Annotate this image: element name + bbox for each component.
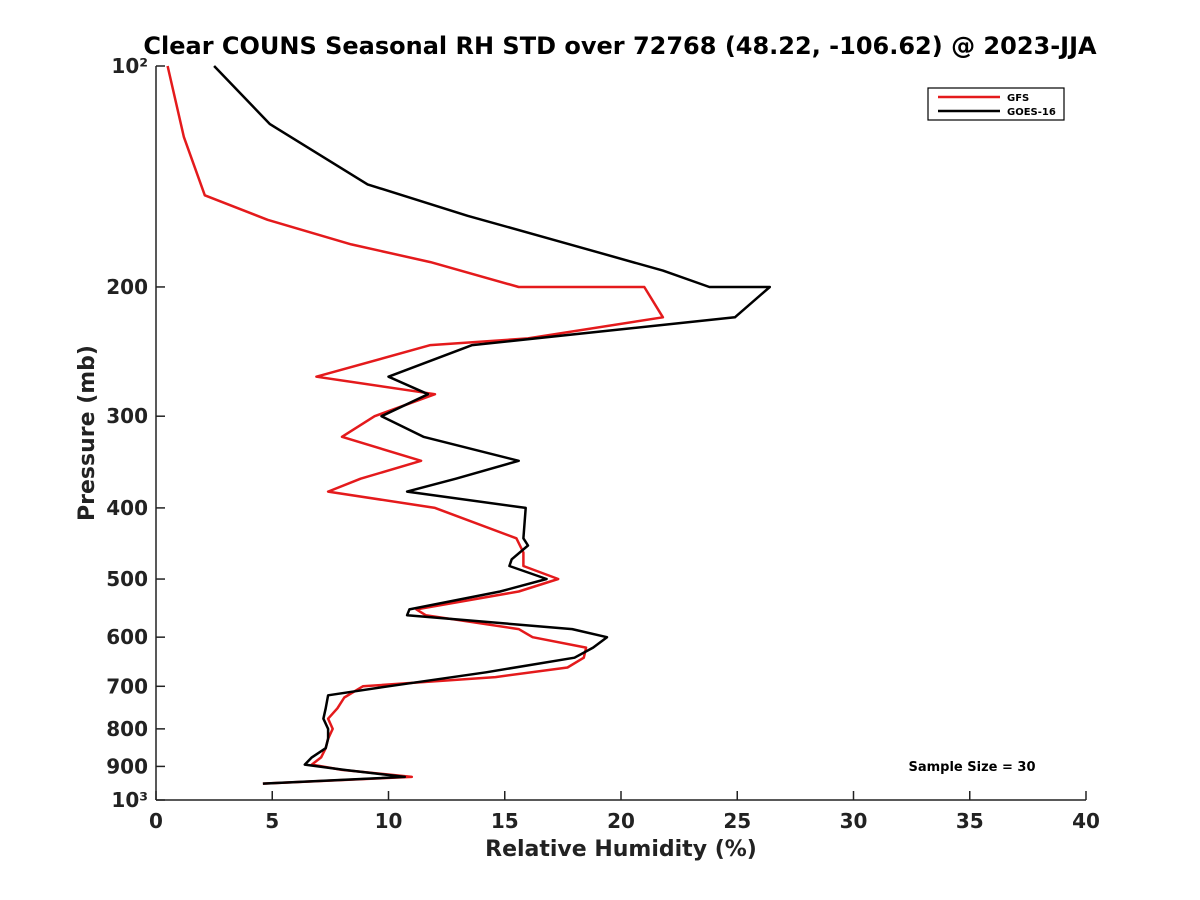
legend-label-gfs: GFS — [1007, 93, 1029, 104]
x-ticks: 0 5 10 15 20 25 30 35 40 — [149, 791, 1100, 833]
sample-size-annotation: Sample Size = 30 — [908, 760, 1035, 775]
x-tick-label: 40 — [1072, 809, 1100, 833]
legend: GFS GOES-16 — [927, 87, 1065, 121]
x-tick-label: 30 — [840, 809, 868, 833]
chart-title: Clear COUNS Seasonal RH STD over 72768 (… — [143, 32, 1097, 60]
x-tick-label: 15 — [491, 809, 519, 833]
y-ticks: 10² 200 300 400 500 600 700 800 900 10³ — [106, 54, 165, 812]
y-tick-label: 700 — [106, 674, 148, 698]
plot-area — [156, 66, 1086, 800]
y-axis-label: Pressure (mb) — [75, 345, 100, 521]
x-tick-label: 5 — [265, 809, 279, 833]
x-tick-label: 25 — [723, 809, 751, 833]
x-tick-label: 10 — [375, 809, 403, 833]
legend-box — [927, 87, 1065, 121]
legend-label-goes16: GOES-16 — [1007, 107, 1056, 118]
y-tick-label: 800 — [106, 717, 148, 741]
y-tick-label: 200 — [106, 275, 148, 299]
series-line-goes16 — [213, 65, 772, 785]
x-tick-label: 0 — [149, 809, 163, 833]
y-tick-label: 500 — [106, 567, 148, 591]
y-tick-label: 10³ — [111, 788, 148, 812]
y-tick-label: 300 — [106, 404, 148, 428]
x-tick-label: 35 — [956, 809, 984, 833]
y-tick-label: 600 — [106, 625, 148, 649]
y-tick-label: 400 — [106, 496, 148, 520]
y-tick-label: 900 — [106, 754, 148, 778]
y-tick-label: 10² — [111, 54, 148, 78]
x-axis-label: Relative Humidity (%) — [485, 837, 757, 862]
series-line-gfs — [166, 65, 665, 785]
series-layer — [166, 65, 772, 785]
x-tick-label: 20 — [607, 809, 635, 833]
